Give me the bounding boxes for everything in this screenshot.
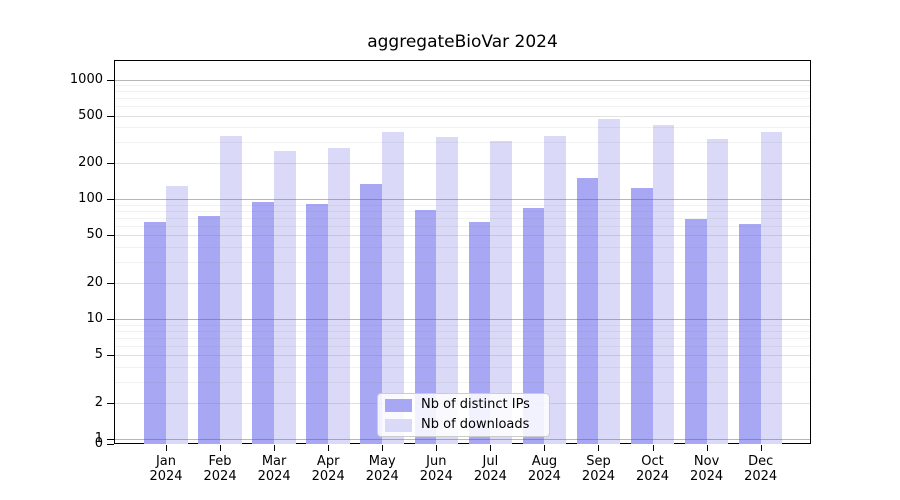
y-tick-1 — [107, 439, 114, 440]
x-tick-jul — [490, 445, 492, 451]
x-tick-label-may: May 2024 — [365, 454, 399, 484]
x-tick-label-sep: Sep 2024 — [581, 454, 616, 484]
x-tick-label-aug: Aug 2024 — [527, 454, 561, 484]
x-tick-sep — [598, 445, 600, 451]
x-tick-jan — [166, 445, 167, 451]
y-tick-200 — [107, 163, 114, 165]
legend-item-downloads: Nb of downloads — [385, 418, 541, 432]
x-tick-jun — [436, 445, 438, 451]
y-tick-label-1: 1 — [94, 431, 103, 446]
x-tick-feb — [220, 445, 222, 451]
y-tick-500 — [107, 115, 114, 117]
y-tick-label-100: 100 — [78, 191, 103, 207]
y-tick-20 — [107, 283, 114, 285]
x-tick-label-apr: Apr 2024 — [311, 454, 345, 484]
legend-swatch-distinct-ips — [385, 398, 412, 412]
legend-item-distinct-ips: Nb of distinct IPs — [385, 398, 541, 412]
chart-title: aggregateBioVar 2024 — [367, 32, 558, 52]
x-tick-label-nov: Nov 2024 — [690, 454, 724, 484]
x-tick-label-oct: Oct 2024 — [635, 454, 670, 484]
y-tick-label-1000: 1000 — [69, 71, 103, 87]
y-tick-label-0: 0 — [94, 436, 103, 451]
x-tick-label-dec: Dec 2024 — [744, 454, 778, 484]
x-tick-nov — [706, 445, 708, 451]
x-tick-label-jan: Jan 2024 — [149, 454, 183, 484]
legend-swatch-downloads — [385, 418, 412, 432]
legend-label-downloads: Nb of downloads — [421, 417, 530, 432]
y-tick-5 — [107, 355, 114, 357]
legend-label-distinct-ips: Nb of distinct IPs — [421, 397, 530, 412]
plot-area — [114, 60, 811, 444]
x-tick-may — [382, 445, 384, 451]
y-tick-50 — [107, 235, 114, 237]
y-tick-label-2: 2 — [94, 394, 103, 410]
y-tick-label-5: 5 — [94, 347, 103, 363]
y-tick-2 — [107, 402, 114, 404]
y-tick-label-200: 200 — [78, 155, 103, 171]
y-tick-label-20: 20 — [86, 275, 103, 291]
legend: Nb of distinct IPs Nb of downloads — [377, 393, 550, 437]
y-tick-1000 — [107, 79, 114, 81]
y-tick-10 — [107, 319, 114, 321]
y-tick-100 — [107, 199, 114, 201]
x-tick-oct — [652, 445, 654, 451]
x-tick-label-mar: Mar 2024 — [257, 454, 291, 484]
y-tick-label-10: 10 — [86, 311, 103, 327]
x-tick-label-jun: Jun 2024 — [419, 454, 453, 484]
x-tick-apr — [328, 445, 330, 451]
y-tick-label-500: 500 — [78, 107, 103, 123]
x-tick-label-jul: Jul 2024 — [473, 454, 507, 484]
x-tick-mar — [274, 445, 276, 451]
y-tick-0 — [107, 444, 114, 445]
x-tick-aug — [544, 445, 546, 451]
x-tick-dec — [760, 445, 762, 451]
y-tick-label-50: 50 — [86, 227, 103, 243]
x-tick-label-feb: Feb 2024 — [203, 454, 237, 484]
